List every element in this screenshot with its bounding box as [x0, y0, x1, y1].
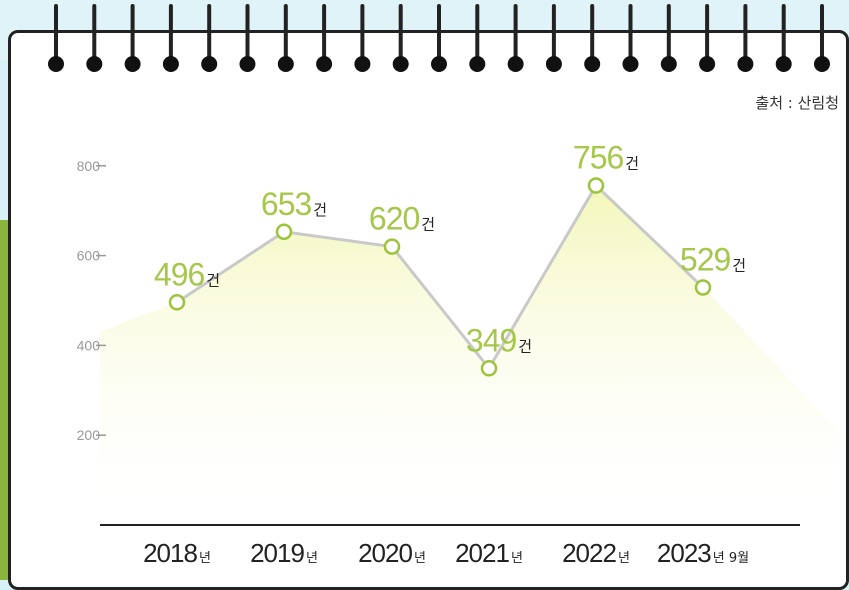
- x-tick-label: 2020 년: [358, 538, 426, 568]
- binder-hole: [124, 56, 141, 72]
- data-point-marker: [694, 279, 712, 296]
- area-fill: [100, 185, 835, 525]
- binder-hole: [469, 56, 486, 72]
- y-tick-label: 400: [77, 337, 101, 353]
- data-point-marker: [480, 360, 498, 377]
- binder-hole: [316, 56, 333, 72]
- y-tick-label: 200: [77, 427, 101, 443]
- x-tick-label: 2023 년 9월: [657, 538, 749, 568]
- data-value-label: 756 건: [573, 140, 639, 176]
- binder-hole: [201, 56, 218, 72]
- binder-hole: [162, 56, 179, 72]
- data-point-marker: [587, 177, 605, 194]
- binder-hole: [86, 56, 103, 72]
- data-value-label: 496 건: [154, 256, 220, 292]
- data-value-label: 620 건: [369, 201, 435, 237]
- binder-hole: [277, 56, 294, 72]
- data-point-marker: [168, 294, 186, 311]
- binder-hole: [431, 56, 447, 72]
- x-tick-label: 2019 년: [250, 538, 318, 568]
- binder-hole: [545, 56, 562, 72]
- binder-hole: [239, 56, 256, 72]
- data-point-marker: [275, 223, 293, 241]
- x-axis-labels: 2018 년 2019 년 2020 년 2021 년 2022 년 2023 년 9월: [143, 538, 749, 568]
- binder-hole: [660, 56, 677, 72]
- data-points: 496 건 653 건 620 건 349 건 756 건 529 건: [154, 140, 746, 377]
- x-tick-label: 2022 년: [562, 538, 630, 568]
- data-point-marker: [383, 238, 401, 255]
- x-tick-label: 2021 년: [455, 538, 523, 568]
- binder-hole: [507, 56, 524, 72]
- binder-hole: [354, 56, 371, 72]
- binder-hole: [48, 56, 64, 72]
- binder-hole: [622, 56, 639, 72]
- binder-hole: [584, 56, 601, 72]
- binder-hole: [814, 56, 830, 72]
- data-value-label: 529 건: [680, 241, 746, 277]
- x-tick-label: 2018 년: [143, 538, 211, 568]
- binder-hole: [699, 56, 716, 72]
- series-line: [176, 183, 705, 371]
- binder-hole: [737, 56, 754, 72]
- source-label: 출처 : 산림청: [755, 94, 839, 112]
- y-tick-label: 800: [77, 158, 101, 174]
- y-axis: 200 400 600 800: [77, 158, 106, 443]
- binder-hole: [775, 56, 792, 72]
- data-value-label: 349 건: [466, 322, 532, 358]
- y-tick-label: 600: [77, 248, 101, 264]
- data-value-label: 653 건: [261, 186, 327, 222]
- binder-rings: [48, 4, 830, 72]
- binder-hole: [392, 56, 409, 72]
